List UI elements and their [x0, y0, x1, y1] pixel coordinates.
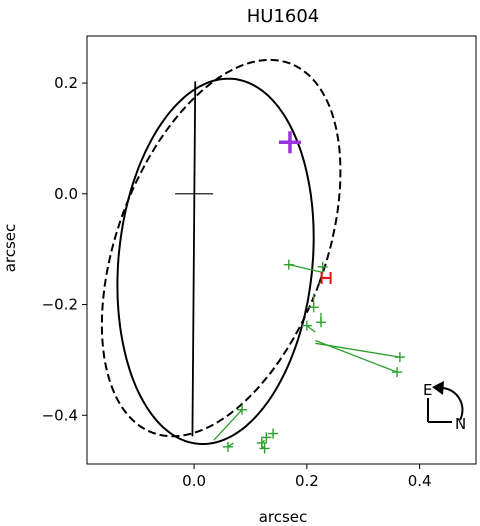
orbit-dashed — [100, 58, 342, 438]
axis-ticks: 0.0 0.2 0.4 0.2 0.0 −0.2 −0.4 — [42, 74, 432, 490]
orbit-solid — [116, 77, 315, 445]
compass-north-label: N — [455, 415, 466, 433]
plot-frame — [86, 35, 477, 465]
observation-point — [283, 259, 294, 270]
y-tick-label: −0.4 — [42, 406, 78, 424]
x-tick-label: 0.4 — [408, 472, 432, 490]
residual-line — [315, 339, 398, 373]
observation-point — [301, 320, 312, 331]
observation-point — [308, 302, 319, 313]
observation-point — [256, 437, 267, 448]
residual-line — [288, 264, 323, 274]
primary-star-marker — [175, 174, 214, 213]
observation-point — [222, 441, 233, 452]
y-axis-label: arcsec — [1, 224, 19, 273]
y-tick-label: −0.2 — [42, 296, 78, 314]
red-marker — [320, 271, 332, 284]
compass: E N — [423, 381, 466, 433]
observation-point — [394, 352, 405, 363]
y-tick-label: 0.2 — [54, 74, 78, 92]
compass-east-label: E — [423, 381, 432, 399]
x-tick-label: 0.0 — [182, 472, 206, 490]
compass-arrowhead-icon — [432, 381, 444, 395]
purple-marker — [278, 131, 301, 154]
residual-line — [213, 409, 243, 441]
observation-point — [317, 261, 328, 272]
chart-title: HU1604 — [247, 6, 320, 27]
observation-point — [237, 404, 248, 415]
x-tick-label: 0.2 — [295, 472, 319, 490]
residual-line — [306, 325, 316, 333]
observation-point — [259, 443, 270, 454]
x-axis-label: arcsec — [259, 508, 308, 526]
observation-point — [392, 367, 403, 378]
observation-point — [261, 432, 272, 443]
observation-point — [268, 428, 279, 439]
y-tick-label: 0.0 — [54, 185, 78, 203]
observation-point — [315, 317, 326, 328]
line-of-nodes — [191, 81, 197, 437]
plot-area — [100, 58, 405, 454]
